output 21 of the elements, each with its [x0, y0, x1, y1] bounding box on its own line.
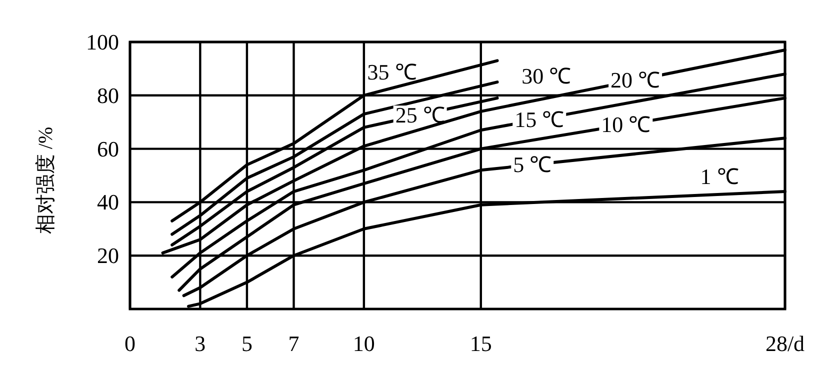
y-tick-label: 20 [97, 243, 119, 268]
series-label: 35 ℃ [367, 60, 417, 85]
series-label: 1 ℃ [700, 164, 739, 189]
series-label: 20 ℃ [610, 68, 660, 93]
y-tick-label: 100 [86, 30, 119, 54]
series-label: 15 ℃ [514, 106, 564, 132]
y-tick-label: 40 [97, 190, 119, 215]
x-tick-label: 5 [241, 331, 252, 356]
x-tick-label: 3 [194, 331, 206, 356]
y-axis-title: 相对强度 /% [35, 126, 57, 234]
series-label: 10 ℃ [601, 112, 651, 138]
series-label: 30 ℃ [522, 64, 572, 89]
x-tick-label: 15 [470, 331, 492, 356]
x-tick-label: 28/d [765, 331, 805, 356]
y-tick-label: 60 [97, 136, 119, 162]
x-tick-label: 10 [352, 331, 375, 356]
y-tick-label: 80 [97, 82, 119, 108]
series-label: 25 ℃ [395, 102, 445, 128]
series-label: 5 ℃ [513, 152, 552, 178]
x-tick-label: 0 [124, 331, 136, 356]
x-tick-label: 7 [288, 331, 300, 356]
